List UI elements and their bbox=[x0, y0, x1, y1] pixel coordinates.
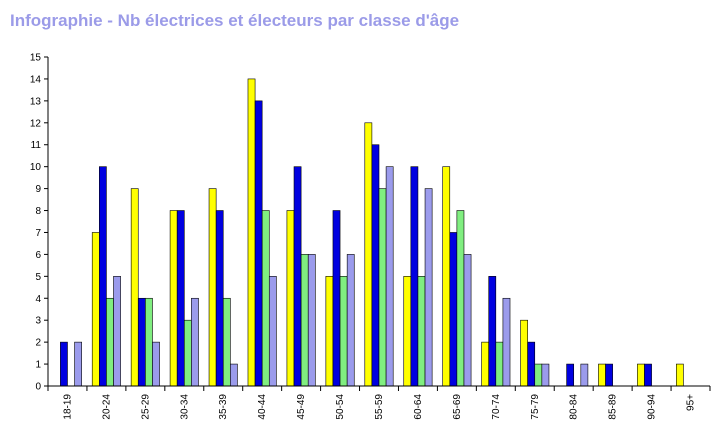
x-tick-label: 50-54 bbox=[335, 394, 346, 420]
bar-55-59-series-4 bbox=[385, 166, 394, 387]
bar-55-59-series-3 bbox=[378, 188, 387, 387]
x-tick-label: 70-74 bbox=[491, 394, 502, 420]
y-tick-label: 10 bbox=[30, 162, 42, 173]
bar-30-34-series-3 bbox=[183, 319, 192, 387]
y-tick-label: 4 bbox=[35, 294, 41, 305]
bar-70-74-series-1 bbox=[481, 341, 490, 387]
x-tick-label: 20-24 bbox=[101, 394, 112, 420]
x-tick-label: 25-29 bbox=[140, 394, 151, 420]
x-tick-label: 95+ bbox=[686, 394, 697, 411]
bar-65-69-series-2 bbox=[449, 232, 458, 387]
bar-40-44-series-4 bbox=[268, 276, 277, 387]
bar-20-24-series-3 bbox=[106, 297, 114, 387]
x-tick-label: 35-39 bbox=[218, 394, 229, 420]
y-tick-label: 7 bbox=[35, 228, 41, 239]
bar-30-34-series-2 bbox=[176, 210, 185, 387]
bar-75-79-series-4 bbox=[541, 363, 550, 387]
bar-25-29-series-4 bbox=[152, 341, 160, 387]
x-tick-label: 55-59 bbox=[374, 394, 385, 420]
y-tick-label: 15 bbox=[30, 53, 42, 64]
bar-35-39-series-1 bbox=[208, 188, 217, 387]
bar-35-39-series-2 bbox=[215, 210, 224, 387]
bar-90-94-series-1 bbox=[637, 363, 645, 387]
bar-25-29-series-1 bbox=[130, 188, 139, 387]
bar-45-49-series-3 bbox=[300, 254, 309, 387]
bar-18-19-series-4 bbox=[74, 341, 82, 387]
y-tick-label: 1 bbox=[35, 360, 41, 371]
x-tick-label: 45-49 bbox=[296, 394, 307, 420]
bar-65-69-series-3 bbox=[456, 210, 465, 387]
y-tick-label: 5 bbox=[35, 272, 41, 283]
bar-65-69-series-4 bbox=[463, 254, 472, 387]
bar-55-59-series-1 bbox=[364, 122, 373, 387]
x-tick-label: 18-19 bbox=[62, 394, 73, 420]
y-tick-label: 2 bbox=[35, 338, 41, 349]
bar-60-64-series-1 bbox=[403, 276, 412, 387]
y-tick-label: 8 bbox=[35, 206, 41, 217]
bar-20-24-series-4 bbox=[113, 276, 121, 387]
bar-40-44-series-1 bbox=[247, 78, 256, 387]
bar-50-54-series-4 bbox=[346, 254, 355, 387]
bar-18-19-series-2 bbox=[60, 341, 68, 387]
bar-70-74-series-2 bbox=[488, 276, 497, 387]
bar-95+-series-1 bbox=[676, 363, 684, 387]
bar-45-49-series-4 bbox=[307, 254, 316, 387]
chart-title: Infographie - Nb électrices et électeurs… bbox=[10, 11, 460, 30]
bar-85-89-series-1 bbox=[598, 363, 606, 387]
bar-80-84-series-2 bbox=[566, 363, 575, 387]
bar-75-79-series-3 bbox=[534, 363, 543, 387]
bar-90-94-series-2 bbox=[644, 363, 652, 387]
bar-20-24-series-1 bbox=[91, 232, 100, 387]
bar-75-79-series-2 bbox=[527, 341, 536, 387]
bar-75-79-series-1 bbox=[520, 319, 528, 387]
bar-25-29-series-3 bbox=[145, 297, 153, 387]
bar-40-44-series-3 bbox=[261, 210, 270, 387]
bar-65-69-series-1 bbox=[442, 166, 451, 387]
bar-70-74-series-3 bbox=[495, 341, 504, 387]
y-tick-label: 0 bbox=[35, 382, 41, 393]
y-tick-label: 13 bbox=[30, 96, 42, 107]
y-tick-label: 12 bbox=[30, 118, 42, 129]
bar-40-44-series-2 bbox=[254, 100, 263, 387]
bar-80-84-series-4 bbox=[580, 363, 589, 387]
bar-50-54-series-3 bbox=[339, 276, 348, 387]
bar-60-64-series-4 bbox=[424, 188, 433, 387]
x-tick-label: 85-89 bbox=[608, 394, 619, 420]
bar-45-49-series-2 bbox=[293, 166, 302, 387]
x-tick-label: 75-79 bbox=[530, 394, 541, 420]
bar-70-74-series-4 bbox=[502, 297, 511, 387]
y-tick-label: 3 bbox=[35, 316, 41, 327]
bar-50-54-series-2 bbox=[332, 210, 341, 387]
x-tick-label: 40-44 bbox=[257, 394, 268, 420]
bar-45-49-series-1 bbox=[286, 210, 295, 387]
y-tick-label: 14 bbox=[30, 74, 42, 85]
x-tick-label: 90-94 bbox=[647, 394, 658, 420]
y-tick-label: 9 bbox=[35, 184, 41, 195]
bar-25-29-series-2 bbox=[137, 297, 146, 387]
bar-35-39-series-3 bbox=[222, 297, 231, 387]
x-tick-label: 60-64 bbox=[413, 394, 424, 420]
bar-50-54-series-1 bbox=[325, 276, 334, 387]
bar-60-64-series-2 bbox=[410, 166, 419, 387]
y-tick-label: 6 bbox=[35, 250, 41, 261]
x-tick-label: 30-34 bbox=[179, 394, 190, 420]
y-tick-label: 11 bbox=[31, 140, 42, 151]
bar-85-89-series-2 bbox=[605, 363, 613, 387]
x-tick-label: 65-69 bbox=[452, 394, 463, 420]
bar-35-39-series-4 bbox=[230, 363, 238, 387]
bar-30-34-series-4 bbox=[191, 297, 199, 387]
bar-20-24-series-2 bbox=[99, 166, 107, 387]
bar-60-64-series-3 bbox=[417, 276, 426, 387]
bar-30-34-series-1 bbox=[169, 210, 178, 387]
bar-55-59-series-2 bbox=[371, 144, 380, 387]
x-tick-label: 80-84 bbox=[569, 394, 580, 420]
